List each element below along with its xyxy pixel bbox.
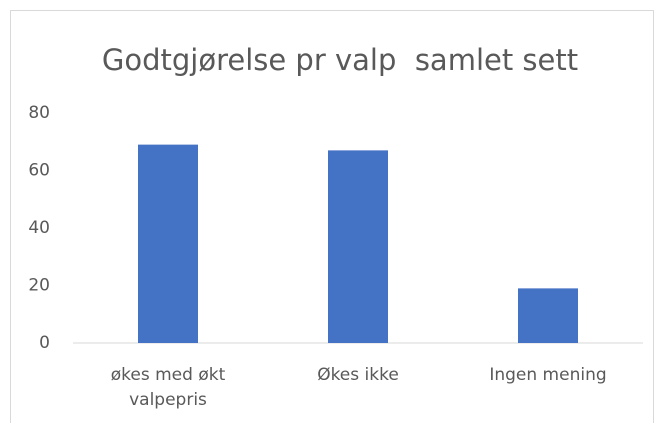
y-tick-label: 20 [28,276,50,296]
bar [328,150,388,343]
y-tick-label: 0 [39,333,50,353]
y-tick-label: 40 [28,218,50,238]
bar [518,288,578,343]
x-tick-label: Økes ikke [317,365,399,385]
x-tick-label: økes med økt valpepris [110,365,226,410]
y-tick-label: 80 [28,103,50,123]
y-tick-label: 60 [28,161,50,181]
chart-title: Godtgjørelse pr valp samlet sett [102,43,578,77]
bar [138,144,198,343]
chart-border [10,10,654,423]
x-tick-label: Ingen mening [489,365,607,385]
